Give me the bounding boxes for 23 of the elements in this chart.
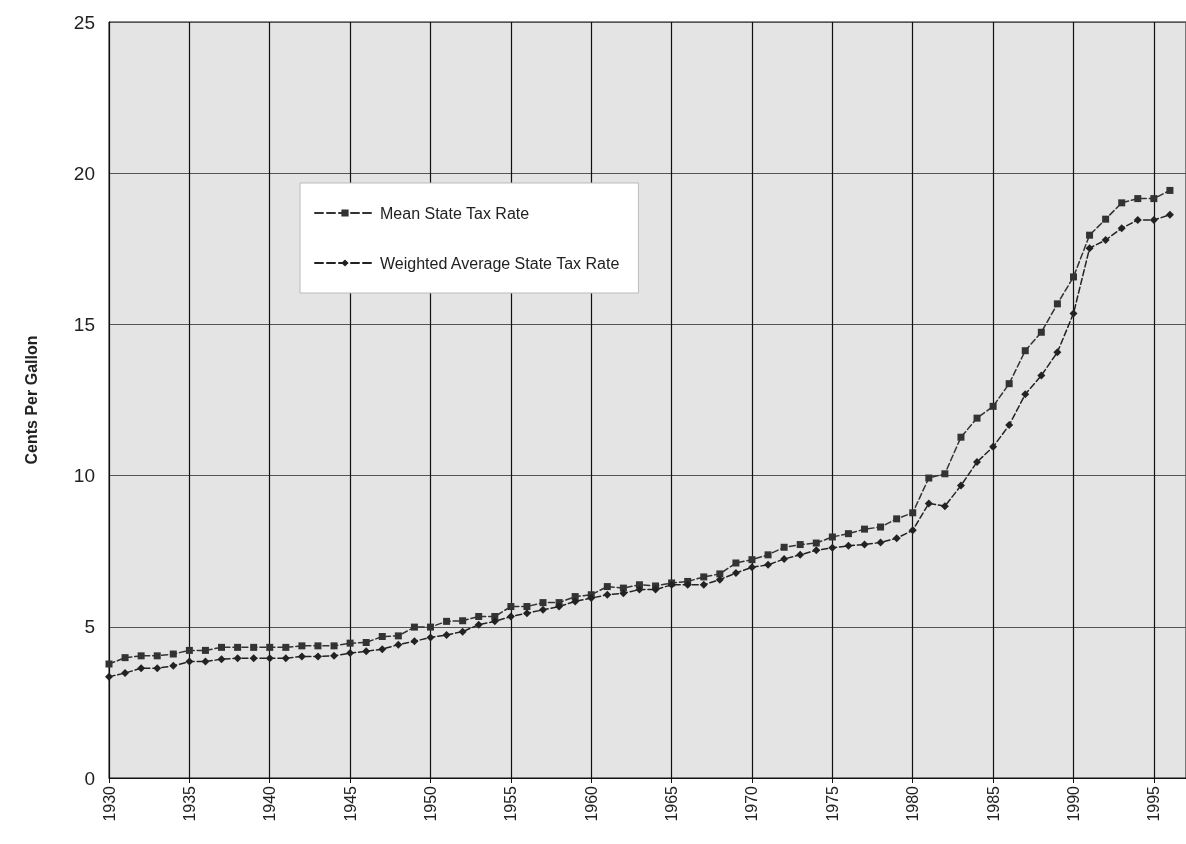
x-tick-label: 1970	[743, 785, 761, 822]
x-tick-label: 1940	[261, 785, 279, 822]
y-tick-label: 25	[73, 11, 95, 33]
y-tick-label: 10	[73, 465, 95, 487]
x-tick-label: 1965	[663, 785, 681, 822]
x-tick-label: 1930	[100, 785, 118, 822]
x-tick-label: 1960	[582, 785, 600, 822]
x-tick-label: 1985	[984, 785, 1002, 822]
y-tick-label: 0	[84, 767, 95, 789]
y-axis-title: Cents Per Gallon	[22, 335, 40, 465]
y-tick-label: 15	[73, 313, 95, 335]
y-tick-label: 5	[84, 616, 95, 638]
x-tick-label: 1975	[823, 785, 841, 822]
x-tick-label: 1945	[341, 785, 359, 822]
legend-label: Weighted Average State Tax Rate	[380, 254, 620, 272]
x-tick-label: 1950	[421, 785, 439, 822]
x-tick-label: 1995	[1145, 785, 1163, 822]
y-tick-label: 20	[73, 162, 95, 184]
x-tick-label: 1935	[180, 785, 198, 822]
x-tick-label: 1980	[904, 785, 922, 822]
x-tick-label: 1955	[502, 785, 520, 822]
x-tick-label: 1990	[1064, 785, 1082, 822]
legend-label: Mean State Tax Rate	[380, 204, 530, 222]
